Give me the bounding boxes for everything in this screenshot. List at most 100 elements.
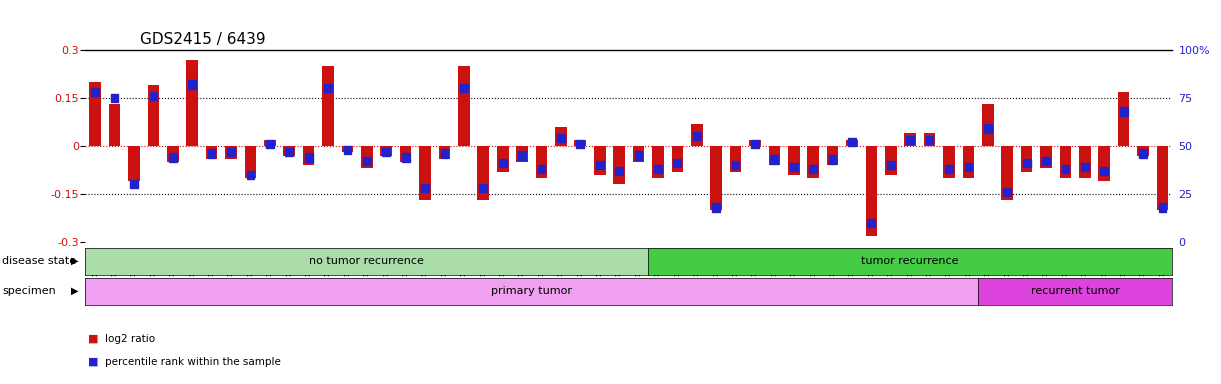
Text: ■: ■ (88, 357, 99, 367)
Bar (225, 146, 237, 159)
Bar (305, 153, 313, 162)
Bar (1079, 146, 1090, 178)
Bar (283, 146, 295, 156)
Bar (361, 146, 372, 168)
Bar (460, 84, 468, 93)
Bar (790, 163, 797, 171)
Bar (557, 134, 565, 142)
Bar (419, 146, 431, 200)
Bar (1156, 146, 1168, 210)
Bar (342, 146, 353, 152)
Bar (128, 146, 139, 181)
Bar (458, 66, 470, 146)
Bar (829, 155, 836, 164)
Bar (441, 149, 448, 158)
Bar (886, 161, 895, 169)
Bar (711, 146, 722, 210)
Text: primary tumor: primary tumor (491, 286, 573, 296)
Bar (984, 124, 991, 133)
Bar (674, 159, 681, 167)
Bar (965, 163, 972, 171)
Bar (885, 146, 896, 175)
Bar (536, 146, 547, 178)
Bar (906, 136, 915, 144)
Bar (1099, 146, 1110, 181)
Text: percentile rank within the sample: percentile rank within the sample (105, 357, 281, 367)
Bar (188, 80, 197, 89)
Bar (109, 104, 121, 146)
Text: ■: ■ (88, 334, 99, 344)
Bar (1043, 157, 1050, 166)
Bar (167, 146, 178, 162)
Bar (768, 146, 780, 165)
Bar (615, 167, 623, 175)
Bar (131, 180, 138, 189)
Bar (1118, 91, 1129, 146)
Bar (247, 170, 254, 179)
Bar (926, 136, 934, 144)
Bar (692, 132, 701, 141)
Bar (497, 146, 508, 172)
Bar (866, 146, 877, 235)
Bar (227, 147, 234, 156)
Text: disease state: disease state (2, 256, 77, 266)
Bar (731, 161, 740, 169)
Bar (632, 146, 645, 162)
Bar (672, 146, 684, 172)
Bar (480, 184, 487, 192)
Bar (148, 85, 159, 146)
Bar (324, 84, 332, 93)
Bar (1004, 188, 1011, 196)
Bar (574, 139, 586, 146)
Bar (1040, 146, 1051, 168)
Bar (1120, 107, 1127, 116)
Bar (381, 146, 392, 156)
Bar (691, 124, 702, 146)
Bar (382, 147, 391, 156)
Bar (593, 146, 606, 175)
Bar (266, 140, 274, 148)
Bar (807, 146, 819, 178)
Bar (770, 155, 778, 164)
Bar (576, 140, 584, 148)
Text: log2 ratio: log2 ratio (105, 334, 155, 344)
Bar (322, 66, 333, 146)
Bar (518, 151, 526, 160)
Bar (945, 165, 952, 173)
Bar (846, 139, 858, 146)
Bar (654, 165, 662, 173)
Bar (827, 146, 839, 165)
Bar (421, 184, 429, 192)
Bar (652, 146, 664, 178)
Bar (982, 104, 994, 146)
Bar (943, 146, 955, 178)
Bar (1023, 159, 1031, 167)
Bar (187, 60, 198, 146)
Bar (1100, 167, 1109, 175)
Bar (264, 139, 276, 146)
Bar (962, 146, 974, 178)
Bar (499, 159, 507, 167)
Bar (516, 146, 527, 162)
Bar (111, 94, 118, 102)
Bar (1159, 203, 1166, 212)
Text: no tumor recurrence: no tumor recurrence (309, 256, 424, 266)
Bar (712, 203, 720, 212)
Bar (92, 88, 99, 96)
Bar (1081, 163, 1089, 171)
Bar (596, 161, 603, 169)
Bar (1001, 146, 1013, 200)
Bar (788, 146, 800, 175)
Text: tumor recurrence: tumor recurrence (862, 256, 958, 266)
Bar (924, 133, 935, 146)
Bar (244, 146, 256, 178)
Bar (635, 151, 642, 160)
Bar (343, 146, 352, 154)
Text: GDS2415 / 6439: GDS2415 / 6439 (140, 32, 265, 47)
Text: specimen: specimen (2, 286, 56, 296)
Bar (1021, 146, 1033, 172)
Text: ▶: ▶ (71, 286, 78, 296)
Bar (402, 153, 409, 162)
Bar (613, 146, 625, 184)
Bar (750, 139, 761, 146)
